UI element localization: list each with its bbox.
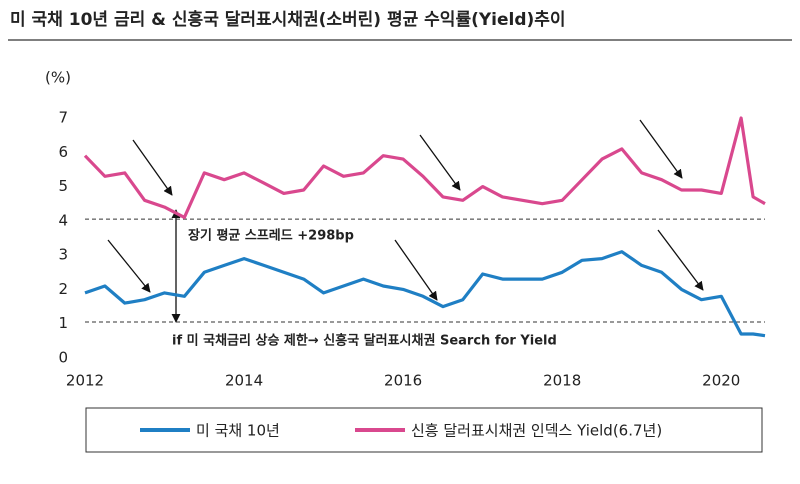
legend-label: 미 국채 10년	[196, 422, 280, 440]
x-tick-label: 2014	[225, 372, 263, 390]
data-line	[84, 250, 766, 338]
legend-label: 신흥 달러표시채권 인덱스 Yield(6.7년)	[411, 422, 662, 440]
y-axis-label: (%)	[45, 69, 71, 87]
x-tick-label: 2016	[384, 372, 422, 390]
annotation: 장기 평균 스프레드 +298bp	[188, 228, 354, 244]
data-line	[83, 116, 766, 219]
y-tick-label: 1	[58, 314, 68, 332]
legend-box	[85, 407, 763, 453]
annotation: if 미 국채금리 상승 제한→ 신흥국 달러표시채권 Search for Y…	[172, 333, 557, 349]
x-tick-label: 2018	[543, 372, 581, 390]
x-tick-label: 2012	[66, 372, 104, 390]
chart-title: 미 국채 10년 금리 & 신흥국 달러표시채권(소버린) 평균 수익률(Yie…	[10, 9, 566, 30]
x-tick-label: 2020	[702, 372, 740, 390]
arrows	[107, 119, 704, 323]
y-tick-label: 4	[58, 211, 68, 229]
y-tick-label: 0	[58, 349, 68, 367]
y-tick-label: 6	[58, 143, 68, 161]
y-tick-label: 5	[58, 177, 68, 195]
y-tick-label: 2	[58, 280, 68, 298]
y-tick-label: 7	[58, 109, 68, 127]
y-tick-label: 3	[58, 246, 68, 264]
